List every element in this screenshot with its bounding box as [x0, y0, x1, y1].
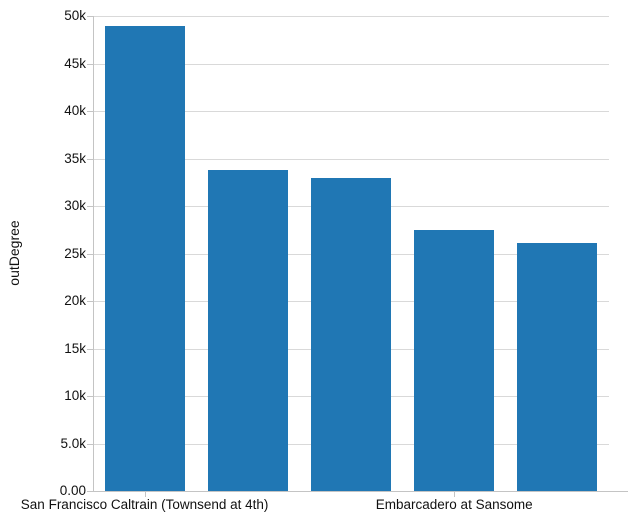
bar [207, 169, 288, 491]
x-axis-tick-label: Embarcadero at Sansome [375, 497, 533, 512]
y-axis-tick-label: 20k [64, 293, 86, 308]
x-axis-tick [454, 492, 456, 497]
bar [517, 243, 598, 491]
y-axis-tick [87, 158, 93, 160]
y-axis-tick [87, 16, 93, 17]
y-axis-tick-label: 35k [64, 150, 86, 166]
y-axis-tick-label: 25k [64, 245, 86, 261]
y-axis-tick [87, 253, 93, 255]
y-axis-tick-label: 5.0k [60, 435, 86, 451]
y-axis-tick [87, 491, 93, 492]
y-axis-title: outDegree [6, 220, 22, 286]
y-gridline [93, 16, 609, 17]
x-axis-line [93, 491, 628, 492]
y-axis-line [93, 16, 94, 492]
bar [104, 25, 185, 491]
y-axis-tick [87, 111, 93, 112]
y-gridline [93, 158, 609, 160]
y-axis-tick-label: 30k [64, 198, 86, 213]
y-axis-tick [87, 206, 93, 207]
y-axis-tick [87, 301, 93, 302]
x-axis-tick-label: San Francisco Caltrain (Townsend at 4th) [20, 497, 269, 512]
y-axis-tick-label: 45k [64, 55, 86, 71]
y-axis-tick [87, 63, 93, 65]
y-gridline [93, 111, 609, 112]
y-axis-tick-label: 40k [64, 103, 86, 118]
x-axis-tick [144, 492, 146, 497]
y-axis-tick [87, 443, 93, 445]
y-axis-tick-label: 0.00 [59, 483, 86, 498]
y-gridline [93, 63, 609, 65]
y-axis-tick-label: 50k [64, 8, 86, 23]
y-axis-tick [87, 348, 93, 350]
y-axis-tick-label: 15k [64, 340, 86, 356]
bar [311, 178, 391, 491]
y-axis-tick [87, 396, 93, 397]
y-axis-tick-label: 10k [64, 388, 86, 403]
bar [414, 229, 495, 491]
